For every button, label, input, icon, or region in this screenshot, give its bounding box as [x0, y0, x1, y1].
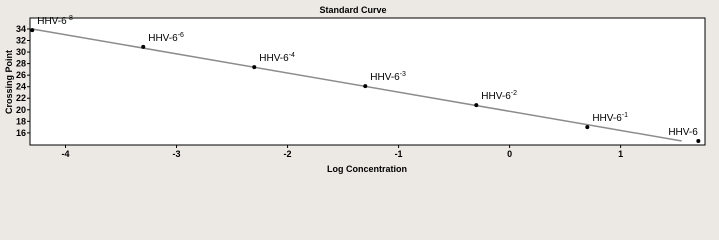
point-label: HHV-6-2 [481, 90, 517, 102]
point-label: HHV-6 [668, 127, 698, 138]
point-label-sup: -4 [289, 52, 295, 59]
point-label-text: HHV-6 [370, 72, 400, 83]
point [141, 44, 146, 49]
point-label-text: HHV-6 [148, 33, 178, 44]
plot-area [29, 17, 706, 146]
y-axis-label: Crossing Point [4, 50, 14, 114]
point-label-text: HHV-6 [592, 113, 622, 124]
y-tick-label: 32 [16, 36, 26, 46]
point-label: HHV-6-3 [370, 71, 406, 83]
point-label: HHV-6-4 [259, 52, 295, 64]
point-label: HHV-6-6 [148, 32, 184, 44]
point [363, 84, 368, 89]
point [30, 28, 35, 33]
x-tick-label: -3 [173, 149, 181, 159]
point [252, 65, 257, 70]
y-tick-label: 18 [16, 116, 26, 126]
x-tick-label: -4 [62, 149, 70, 159]
point-label-sup: -8 [67, 15, 73, 22]
point [474, 103, 479, 108]
y-tick-label: 16 [16, 128, 26, 138]
point-label-text: HHV-6 [259, 53, 289, 64]
chart: Standard Curve Log Concentration Crossin… [4, 5, 706, 174]
point [696, 138, 701, 143]
y-tick-label: 30 [16, 47, 26, 57]
y-tick-label: 28 [16, 59, 26, 69]
y-tick-label: 20 [16, 105, 26, 115]
point-label-sup: -2 [511, 90, 517, 97]
x-tick-label: -1 [395, 149, 403, 159]
y-tick-label: 34 [16, 24, 26, 34]
point-label: HHV-6-8 [37, 15, 73, 27]
point-label-sup: -6 [178, 32, 184, 39]
point-label-text: HHV-6 [481, 91, 511, 102]
point-label: HHV-6-1 [592, 112, 628, 124]
point-label-sup: -3 [400, 71, 406, 78]
fit-line [32, 28, 682, 142]
y-tick-label: 24 [16, 82, 26, 92]
y-tick-label: 26 [16, 70, 26, 80]
chart-title: Standard Curve [319, 5, 386, 15]
point-label-text: HHV-6 [37, 16, 67, 27]
point-label-text: HHV-6 [668, 127, 698, 138]
x-axis-label: Log Concentration [327, 164, 407, 174]
x-tick-label: 1 [618, 149, 623, 159]
x-tick-label: 0 [507, 149, 512, 159]
point-label-sup: -1 [622, 112, 628, 119]
x-tick-label: -2 [284, 149, 292, 159]
point [585, 125, 590, 130]
y-tick-label: 22 [16, 93, 26, 103]
